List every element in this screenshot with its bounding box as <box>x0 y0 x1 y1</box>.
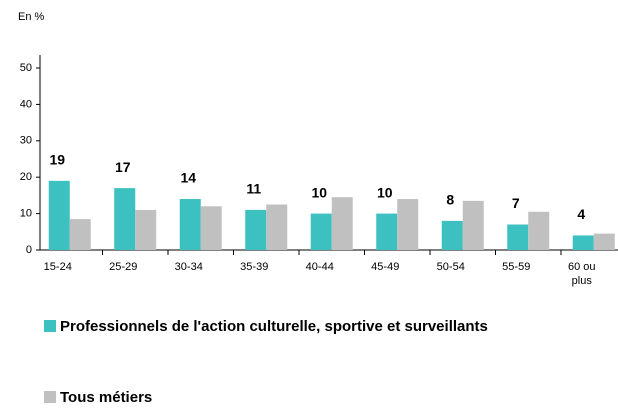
bar <box>593 233 615 250</box>
bar <box>462 200 484 250</box>
bar <box>441 220 463 250</box>
value-label: 10 <box>377 184 393 200</box>
bar <box>179 199 201 250</box>
x-tick-label: 55-59 <box>502 261 531 273</box>
y-tick-label: 40 <box>20 98 32 110</box>
legend-swatch <box>44 391 56 403</box>
y-tick-label: 10 <box>20 208 32 220</box>
x-tick-label: 15-24 <box>43 261 72 273</box>
bar <box>507 224 529 250</box>
bar <box>69 219 91 250</box>
value-label: 19 <box>49 152 65 168</box>
legend-swatch <box>44 320 56 332</box>
value-label: 10 <box>311 184 327 200</box>
bar <box>200 206 222 250</box>
y-tick-label: 0 <box>26 244 32 256</box>
y-tick-label: 30 <box>20 135 32 147</box>
value-label: 11 <box>246 181 261 197</box>
chart-title: En % <box>18 11 45 23</box>
x-tick-label: 35-39 <box>240 261 269 273</box>
bar <box>48 180 70 250</box>
bar <box>310 213 332 250</box>
bar <box>331 197 353 250</box>
x-tick-label: 60 ou plus <box>567 261 596 287</box>
x-tick-label: 30-34 <box>174 261 203 273</box>
bar <box>266 204 288 250</box>
x-tick-label: 45-49 <box>371 261 400 273</box>
x-tick-label: 50-54 <box>436 261 465 273</box>
x-tick-label: 25-29 <box>109 261 138 273</box>
y-tick-label: 50 <box>20 62 32 74</box>
x-tick-label: 40-44 <box>305 261 334 273</box>
bar <box>376 213 398 250</box>
value-label: 8 <box>446 192 454 208</box>
legend-item: Tous métiers <box>44 387 614 409</box>
bar <box>114 188 136 250</box>
value-label: 17 <box>115 159 131 175</box>
bar <box>572 235 594 250</box>
legend-label: Professionnels de l'action culturelle, s… <box>60 318 488 335</box>
legend-item: Professionnels de l'action culturelle, s… <box>44 316 614 338</box>
value-label: 7 <box>512 195 520 211</box>
bar <box>245 209 267 250</box>
bar <box>397 199 419 250</box>
bar <box>528 211 550 250</box>
value-label: 14 <box>180 170 196 186</box>
value-label: 4 <box>577 206 585 222</box>
y-tick-label: 20 <box>20 171 32 183</box>
bar <box>135 209 157 250</box>
legend-label: Tous métiers <box>60 389 153 406</box>
